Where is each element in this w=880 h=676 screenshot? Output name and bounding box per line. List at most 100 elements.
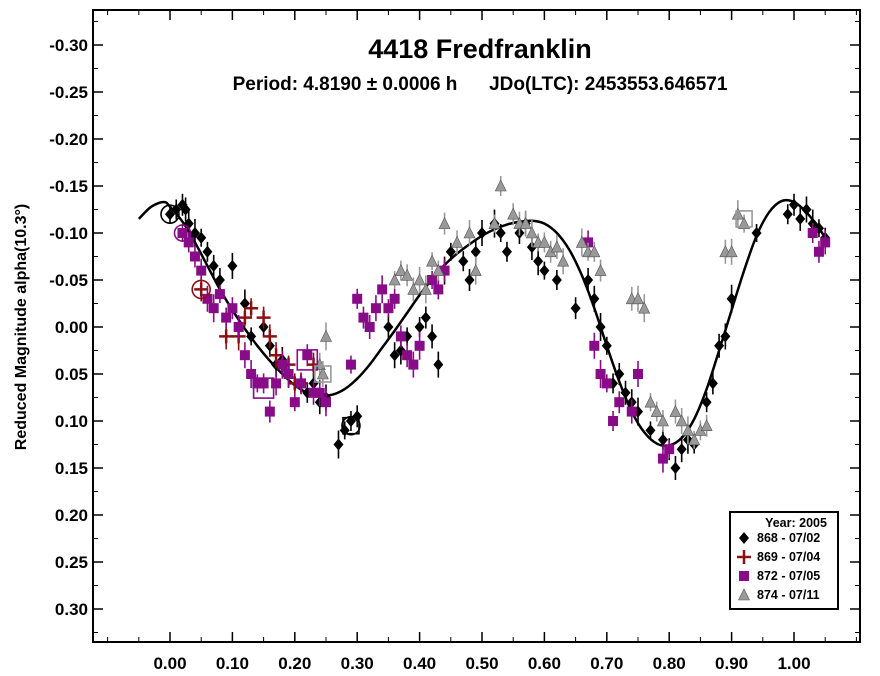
data-point — [595, 369, 606, 379]
data-point — [714, 339, 725, 352]
data-point — [664, 444, 675, 455]
data-point — [246, 330, 257, 343]
data-point — [189, 251, 200, 262]
data-point — [388, 273, 401, 286]
data-point — [731, 207, 744, 220]
data-point — [688, 433, 701, 446]
data-point — [445, 245, 456, 258]
data-point — [601, 378, 612, 389]
x-tick-label: 0.40 — [403, 654, 436, 673]
data-point — [377, 284, 388, 295]
data-point — [638, 301, 651, 314]
data-point — [656, 414, 669, 427]
data-point — [432, 263, 445, 276]
data-point — [271, 378, 282, 389]
data-point — [183, 237, 194, 248]
x-tick-label: 0.60 — [528, 654, 561, 673]
data-point — [608, 416, 619, 426]
data-point — [237, 310, 252, 325]
legend-box — [729, 511, 839, 610]
series-triangle — [313, 176, 751, 449]
x-tick-label: 1.00 — [777, 654, 810, 673]
data-point — [657, 433, 668, 446]
data-point — [633, 369, 643, 379]
data-point — [269, 348, 284, 363]
data-point — [358, 312, 369, 323]
legend-entry-label: 869 - 07/04 — [757, 550, 820, 564]
data-point — [650, 404, 663, 417]
data-point — [277, 359, 288, 370]
data-point — [316, 367, 329, 380]
open-marker — [252, 377, 275, 399]
data-point — [194, 282, 209, 297]
data-point — [720, 330, 731, 343]
open-marker — [296, 349, 319, 371]
x-tick-label: 0.70 — [590, 654, 623, 673]
data-point — [533, 255, 544, 268]
x-tick-label: 0.30 — [341, 654, 374, 673]
data-point — [789, 198, 799, 211]
open-marker — [314, 365, 332, 383]
legend-marker — [738, 588, 750, 601]
data-point — [389, 349, 400, 362]
data-point — [214, 289, 225, 300]
data-point — [801, 203, 812, 216]
data-point — [256, 310, 271, 325]
data-point — [202, 293, 213, 304]
data-point — [620, 386, 631, 399]
data-point — [413, 273, 426, 286]
data-point — [427, 330, 438, 343]
data-point — [626, 406, 637, 417]
y-tick-label: 0.10 — [55, 412, 88, 431]
data-point — [469, 263, 482, 276]
data-point — [438, 216, 451, 229]
data-point — [401, 268, 414, 281]
data-point — [308, 387, 319, 398]
data-point — [196, 265, 207, 276]
data-point — [246, 369, 257, 379]
data-point — [795, 212, 806, 225]
legend-entry-label: 874 - 07/11 — [757, 588, 820, 602]
data-point — [594, 263, 607, 276]
data-point — [370, 303, 381, 314]
data-point — [352, 293, 363, 304]
data-point — [707, 377, 718, 390]
open-marker — [342, 416, 360, 435]
data-point — [782, 208, 793, 221]
data-point — [345, 359, 356, 370]
data-point — [264, 406, 275, 417]
data-point — [414, 340, 425, 351]
chart-title: 4418 Fredfranklin — [368, 34, 592, 64]
data-point — [262, 329, 277, 344]
data-point — [588, 245, 601, 258]
data-point — [645, 424, 656, 437]
legend-title: Year: 2005 — [765, 516, 827, 530]
legend-marker — [737, 550, 751, 564]
series-square — [177, 223, 831, 473]
data-point — [570, 302, 581, 315]
data-point — [813, 246, 824, 257]
x-tick-label: 0.50 — [465, 654, 498, 673]
data-point — [208, 259, 219, 272]
data-point — [383, 321, 394, 333]
data-point — [738, 216, 751, 229]
y-tick-label: -0.30 — [49, 36, 88, 55]
data-point — [507, 207, 520, 220]
data-point — [439, 265, 450, 276]
data-point — [477, 227, 487, 239]
data-point — [219, 329, 234, 344]
data-point — [551, 274, 562, 286]
data-point — [165, 208, 175, 221]
data-point — [408, 359, 419, 370]
data-point — [820, 237, 831, 248]
data-point — [239, 297, 250, 310]
data-point — [644, 395, 657, 408]
data-point — [177, 228, 188, 238]
x-tick-label: 0.90 — [715, 654, 748, 673]
y-tick-label: -0.15 — [49, 177, 88, 196]
x-axis: 0.00 0.10 0.20 0.30 0.40 0.50 0.60 0.70 0.80 0.90… — [107, 10, 857, 673]
data-point — [407, 282, 420, 295]
data-point — [426, 254, 439, 267]
data-point — [202, 245, 213, 258]
data-point — [189, 227, 200, 239]
